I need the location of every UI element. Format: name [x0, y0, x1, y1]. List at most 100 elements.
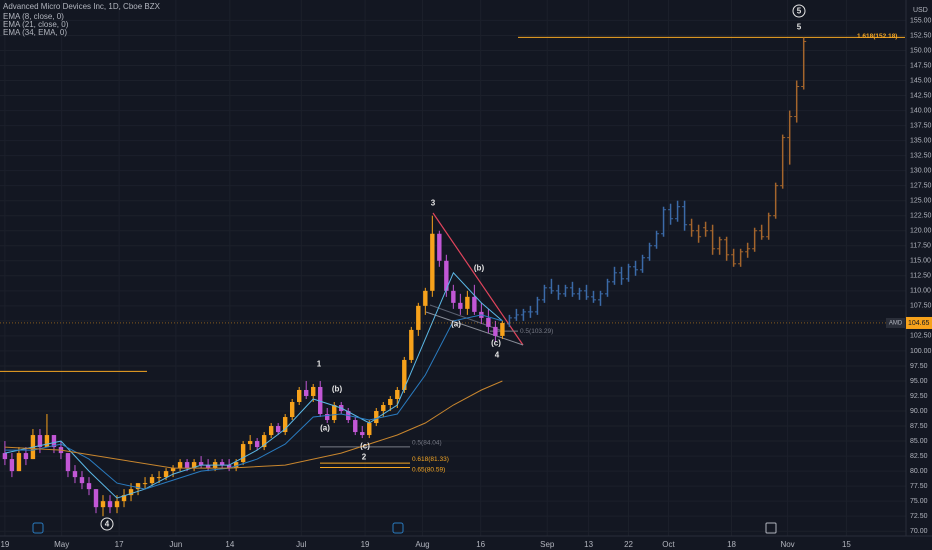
x-tick-label: 14: [225, 540, 234, 549]
candle-body: [374, 411, 379, 424]
y-tick-label: 102.50: [910, 333, 932, 340]
y-tick-label: 82.50: [910, 453, 928, 460]
wave-label: (c): [360, 442, 370, 451]
candle-body: [121, 495, 127, 502]
y-tick-label: 100.00: [910, 348, 932, 355]
level-label: 0.5(84.04): [412, 440, 442, 447]
candle-body: [395, 389, 400, 399]
y-tick-label: 80.00: [910, 468, 928, 475]
y-tick-label: 107.50: [910, 303, 932, 310]
y-tick-label: 140.00: [910, 107, 932, 114]
wave-label: (a): [451, 320, 461, 329]
y-tick-label: 92.50: [910, 393, 928, 400]
candle-body: [156, 477, 162, 479]
candle-body: [93, 489, 99, 508]
candle-body: [325, 414, 330, 421]
candle-body: [423, 290, 428, 306]
candle-body: [289, 402, 295, 418]
wave-label: 2: [362, 453, 367, 462]
candle-body: [114, 501, 120, 508]
y-tick-label: 117.50: [910, 243, 931, 250]
wave-label: 4: [495, 351, 500, 360]
level-label: 0.618(81.33): [412, 456, 449, 463]
candle-body: [402, 359, 407, 390]
price-tag-name: AMD: [889, 321, 903, 327]
wave-circle: [792, 4, 806, 18]
wave-label: 4: [105, 520, 110, 529]
x-tick-label: Jul: [296, 540, 306, 549]
candle-body: [311, 386, 316, 396]
x-tick-label: 19: [0, 540, 9, 549]
x-tick-label: Aug: [415, 540, 429, 549]
y-tick-label: 132.50: [910, 152, 932, 159]
wave-label: (b): [332, 385, 343, 394]
candle-body: [142, 483, 148, 485]
candle-body: [296, 389, 302, 402]
trend-line: [425, 311, 524, 346]
candle-body: [409, 329, 414, 360]
candle-body: [51, 435, 57, 448]
candle-body: [9, 459, 15, 472]
candle-body: [360, 432, 365, 436]
x-tick-label: 13: [584, 540, 593, 549]
candle-body: [170, 468, 176, 472]
candle-body: [219, 462, 225, 466]
chart-title: Advanced Micro Devices Inc, 1D, Cboe BZX: [3, 2, 161, 11]
y-tick-label: 85.00: [910, 438, 928, 445]
currency: USD: [913, 7, 928, 14]
candle-body: [177, 462, 183, 469]
plot: 1.618(152.18) 0.5(84.04) 0.618(81.33) 0.65(…: [0, 33, 905, 517]
candle-body: [44, 435, 50, 448]
wave-label: 5: [797, 23, 802, 32]
candle-body: [458, 302, 463, 309]
candle-body: [72, 471, 78, 478]
candle-body: [107, 501, 113, 508]
candle-body: [268, 426, 274, 436]
legend-entry: EMA (21, close, 0): [3, 20, 69, 29]
icon[interactable]: [765, 522, 777, 534]
x-tick-label: 22: [624, 540, 633, 549]
candle-body: [247, 441, 253, 445]
level-label: 0.65(80.59): [412, 466, 445, 473]
icon[interactable]: [392, 522, 404, 534]
x-tick-label: 16: [476, 540, 485, 549]
candle-body: [198, 462, 204, 466]
x-tick-label: Sep: [540, 540, 555, 549]
y-tick-label: 90.00: [910, 408, 928, 415]
candle-body: [444, 260, 449, 291]
y-tick-label: 127.50: [910, 183, 932, 190]
candle-body: [65, 453, 71, 472]
x-tick-label: May: [54, 540, 69, 549]
grid: [0, 0, 906, 536]
candle-body: [304, 389, 309, 396]
y-tick-label: 70.00: [910, 528, 928, 535]
candle-body: [23, 453, 29, 460]
icon[interactable]: [32, 522, 44, 534]
y-tick-label: 120.00: [910, 228, 932, 235]
candle-body: [128, 489, 134, 496]
candle-body: [451, 290, 456, 303]
x-tick-label: Oct: [662, 540, 675, 549]
level-label: 0.5(103.29): [520, 328, 553, 335]
candle-body: [254, 441, 260, 448]
price-tag-bg: [886, 317, 905, 328]
y-tick-label: 147.50: [910, 62, 932, 69]
y-tick-label: 95.00: [910, 378, 928, 385]
wave-circle: [100, 517, 114, 531]
event-icon[interactable]: [32, 522, 777, 534]
candle-body: [381, 405, 386, 412]
candle-body: [416, 305, 421, 330]
candle-body: [261, 435, 267, 448]
ema-line: [4, 271, 503, 499]
candle-body: [240, 444, 246, 463]
candle-body: [318, 386, 323, 415]
legend-entry: EMA (34, EMA, 0): [3, 28, 67, 37]
candle-body: [282, 417, 288, 433]
candle-body: [2, 453, 8, 460]
legend-entry: EMA (8, close, 0): [3, 12, 64, 21]
candle-body: [226, 465, 232, 469]
wave-label: (a): [320, 424, 330, 433]
y-tick-label: 155.00: [910, 17, 932, 24]
